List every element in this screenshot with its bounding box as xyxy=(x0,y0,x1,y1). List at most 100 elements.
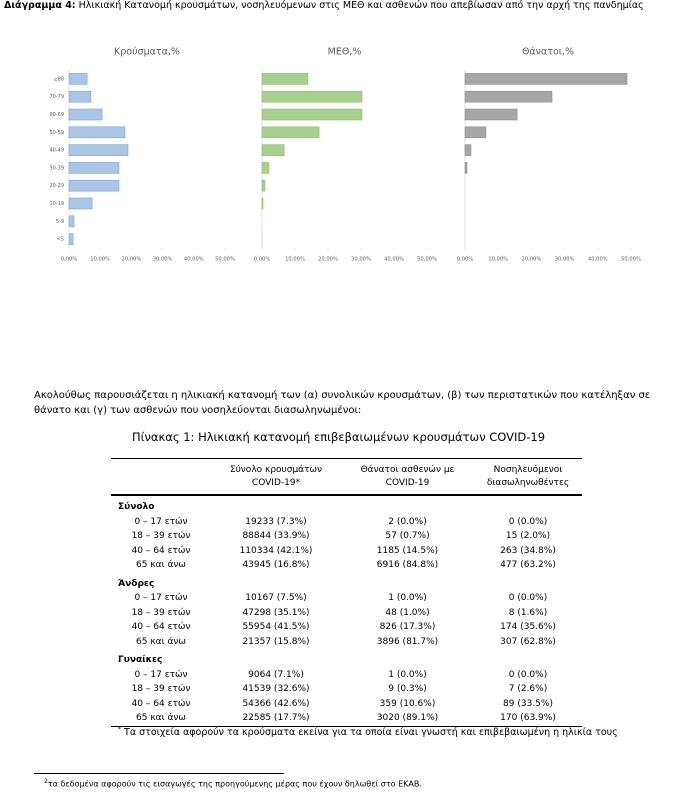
table-cell: 21357 (15.8%) xyxy=(242,636,310,647)
x-tick-label: 50,00% xyxy=(621,257,641,263)
table-cell: 826 (17.3%) xyxy=(379,622,436,633)
category-label: 5-9 xyxy=(56,219,64,225)
category-label: 20-29 xyxy=(49,183,64,189)
x-tick-label: 40,00% xyxy=(384,257,404,263)
age-label: 0 – 17 ετών xyxy=(134,669,188,680)
table-cell: 41539 (32.6%) xyxy=(242,684,310,695)
category-label: 40-49 xyxy=(49,148,64,154)
note-text: Τα στοιχεία αφορούν τα κρούσματα εκείνα … xyxy=(124,727,618,739)
bar xyxy=(68,126,126,139)
chart-title: Κρούσματα,% xyxy=(114,47,180,58)
category-label: 10-19 xyxy=(49,201,64,207)
age-label: 40 – 64 ετών xyxy=(131,622,191,633)
table-cell: 0 (0.0%) xyxy=(508,669,548,680)
x-tick-label: 50,00% xyxy=(215,257,235,263)
table-cell: 3896 (81.7%) xyxy=(376,636,439,647)
table-row: 40 – 64 ετών 110334 (42.1%) 1185 (14.5%) 26… xyxy=(111,544,582,559)
bar xyxy=(464,144,472,156)
x-tick-label: 40,00% xyxy=(184,257,204,263)
chart-title: ΜΕΘ,% xyxy=(328,47,362,58)
age-label: 18 – 39 ετών xyxy=(131,607,191,618)
group-label: Σύνολο xyxy=(118,502,155,513)
table-row: 65 και άνω 22585 (17.7%) 3020 (89.1%) 170 (… xyxy=(111,711,582,726)
bar xyxy=(68,73,88,85)
x-tick-label: 0,00% xyxy=(457,257,474,263)
table-cell: 174 (35.6%) xyxy=(500,622,556,633)
note-mark: * xyxy=(118,726,121,733)
x-tick-label: 30,00% xyxy=(153,257,173,263)
bar xyxy=(261,73,309,85)
table-cell: 9 (0.3%) xyxy=(388,684,427,695)
table-cell: 0 (0.0%) xyxy=(508,516,548,527)
age-label: 0 – 17 ετών xyxy=(134,593,188,604)
charts: Κρούσματα,% 0,00% 10,00% 20,00% 30,00% 40,00%… xyxy=(49,47,641,263)
age-label: 65 και άνω xyxy=(136,713,186,724)
table-cell: 19233 (7.3%) xyxy=(245,516,307,527)
x-tick-label: 30,00% xyxy=(351,257,371,263)
footnote-rule xyxy=(34,773,284,774)
table-cell: 110334 (42.1%) xyxy=(239,545,313,556)
table-cell: 89 (33.5%) xyxy=(503,698,553,709)
table-cell: 3020 (89.1%) xyxy=(376,713,439,724)
table-cell: 10167 (7.5%) xyxy=(245,593,307,604)
table-cell: 2 (0.0%) xyxy=(388,516,427,527)
table-cell: 359 (10.6%) xyxy=(379,698,436,709)
table-cell: 57 (0.7%) xyxy=(385,531,430,542)
table: Σύνολο κρουσμάτων COVID-19* Θάνατοι ασθεν… xyxy=(111,458,582,727)
figure-caption: Διάγραμμα 4: Ηλικιακή Κατανομή κρουσμάτων… xyxy=(4,0,644,11)
x-tick-label: 20,00% xyxy=(318,257,338,263)
table-cell: 1 (0.0%) xyxy=(388,593,427,604)
table-cell: 48 (1.0%) xyxy=(385,607,430,618)
table-cell: 170 (63.9%) xyxy=(500,713,556,724)
x-tick-label: 0,00% xyxy=(61,257,78,263)
age-label: 65 και άνω xyxy=(136,636,186,647)
table-row: 40 – 64 ετών 54366 (42.6%) 359 (10.6%) 89 (… xyxy=(111,697,582,712)
table-row: 0 – 17 ετών 19233 (7.3%) 2 (0.0%) 0 (0.0%) xyxy=(111,515,582,530)
table-cell: 8 (1.6%) xyxy=(508,607,548,618)
table-caption: Πίνακας 1: Ηλικιακή κατανομή επιβεβαιωμέ… xyxy=(131,430,546,444)
bar xyxy=(464,90,553,103)
table-cell: 477 (63.2%) xyxy=(500,560,556,571)
bar xyxy=(464,126,487,139)
category-label: 30-39 xyxy=(49,165,64,171)
table-cell: 263 (34.8%) xyxy=(500,545,556,556)
table-cell: 22585 (17.7%) xyxy=(242,713,310,724)
table-cell: 54366 (42.6%) xyxy=(242,698,310,709)
group-row: Γυναίκες xyxy=(111,649,582,668)
bar xyxy=(464,162,468,174)
age-label: 0 – 17 ετών xyxy=(134,516,188,527)
table-cell: 0 (0.0%) xyxy=(508,593,548,604)
category-label: 50-59 xyxy=(49,130,64,136)
table-cell: 1185 (14.5%) xyxy=(376,545,439,556)
table-note: * Τα στοιχεία αφορούν τα κρούσματα εκείν… xyxy=(118,726,618,738)
table-row: 65 και άνω 21357 (15.8%) 3896 (81.7%) 307 (… xyxy=(111,635,582,650)
age-label: 40 – 64 ετών xyxy=(131,545,191,556)
table-row: 18 – 39 ετών 41539 (32.6%) 9 (0.3%) 7 (2.6%… xyxy=(111,682,582,697)
x-tick-label: 50,00% xyxy=(417,257,437,263)
table-cell: 55954 (41.5%) xyxy=(242,622,310,633)
group-row: Σύνολο xyxy=(111,495,582,515)
bar xyxy=(261,162,270,174)
group-label: Άνδρες xyxy=(118,578,155,589)
bar xyxy=(68,144,129,156)
bar xyxy=(464,73,628,85)
table-cell: 9064 (7.1%) xyxy=(248,669,304,680)
table-cell: 7 (2.6%) xyxy=(508,684,548,695)
x-tick-label: 30,00% xyxy=(555,257,575,263)
bar xyxy=(261,197,264,210)
table-cell: 15 (2.0%) xyxy=(505,531,551,542)
x-tick-label: 20,00% xyxy=(122,257,142,263)
bar xyxy=(68,179,120,192)
header-cell: Θάνατοι ασθενών με COVID-19 xyxy=(341,458,474,496)
figure-label: Διάγραμμα 4: xyxy=(4,0,76,11)
table-row: 0 – 17 ετών 9064 (7.1%) 1 (0.0%) 0 (0.0%) xyxy=(111,668,582,683)
bar xyxy=(464,108,518,121)
chart-title: Θάνατοι,% xyxy=(522,47,574,58)
footnote-mark: 2 xyxy=(44,778,48,785)
table-row: 18 – 39 ετών 47298 (35.1%) 48 (1.0%) 8 (1.6… xyxy=(111,606,582,621)
bar xyxy=(68,108,103,121)
group-row: Άνδρες xyxy=(111,573,582,592)
bar xyxy=(68,197,93,210)
bar xyxy=(261,108,363,121)
header-row: Σύνολο κρουσμάτων COVID-19* Θάνατοι ασθεν… xyxy=(111,458,582,496)
